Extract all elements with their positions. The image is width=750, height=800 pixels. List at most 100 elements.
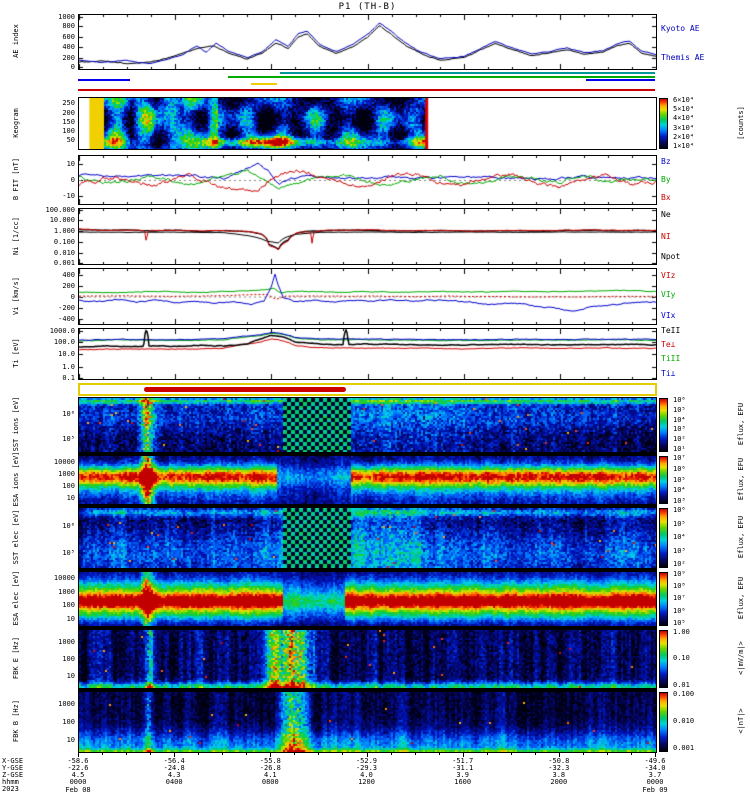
panel-esa_e-colorbar-tick: 10⁹ <box>673 570 686 579</box>
legend-kyoto-ae: Kyoto AE <box>661 23 700 33</box>
ephemeris-value-date: Feb 08 <box>65 786 91 794</box>
panel-sst_i <box>78 397 657 453</box>
plot-title: P1 (TH-B) <box>338 2 397 12</box>
panel-sst_i-colorbar-tick: 10⁶ <box>673 396 686 405</box>
panel-fbk_e-colorbar <box>659 630 668 688</box>
panel-ti <box>78 328 657 380</box>
legend-tiii: TiII <box>661 354 681 363</box>
panel-ae-ytick: 1000 <box>58 12 75 21</box>
panel-ni-ytick: 0.100 <box>53 238 75 246</box>
panel-sst_i-canvas <box>79 398 656 452</box>
panel-sst_e-colorbar-tick: 10⁵ <box>673 519 686 528</box>
panel-esa_e-colorbar-tick: 10⁵ <box>673 618 686 627</box>
x-axis-tick <box>246 753 248 755</box>
ephemeris-row-label: hhmm <box>2 778 19 786</box>
ephemeris-value-z_gse: 3.9 <box>456 771 469 779</box>
panel-sst_e <box>78 507 657 569</box>
availability-bar <box>78 79 130 81</box>
panel-fbk_e-canvas <box>79 630 656 688</box>
panel-keogram-canvas <box>79 98 656 149</box>
panel-fbk_b <box>78 691 657 753</box>
panel-esa_e-ytick: 10000 <box>53 574 75 583</box>
panel-keogram-colorbar-tick: 5×10⁴ <box>673 105 695 114</box>
ephemeris-value-x_gse: -55.8 <box>259 757 281 765</box>
panel-sst_e-colorbar-tick: 10⁶ <box>673 506 686 515</box>
panel-ti-ytick: 1000.0 <box>49 326 75 335</box>
panel-fbk_b-ytick: 100 <box>62 718 75 726</box>
ephemeris-value-y_gse: -22.6 <box>67 764 89 772</box>
panel-bfit-ytick: 10 <box>66 160 75 169</box>
ephemeris-value-y_gse: -26.8 <box>259 764 281 772</box>
x-axis-tick <box>534 753 536 755</box>
panel-esa_i-colorbar-tick: 10⁶ <box>673 464 686 473</box>
panel-ti-canvas <box>79 329 656 379</box>
panel-fbk_b-colorbar-unit: <|nT|> <box>737 708 745 734</box>
x-axis-tick <box>462 753 464 757</box>
x-axis-tick <box>342 753 344 755</box>
x-axis-tick <box>78 753 79 757</box>
panel-fbk_e-colorbar-tick: 0.10 <box>673 654 690 663</box>
panel-esa_e-colorbar-tick: 10⁷ <box>673 594 686 603</box>
panel-esa_i-colorbar <box>659 456 668 504</box>
panel-fbk_b-colorbar <box>659 692 668 752</box>
panel-fbk_e-colorbar-unit: <|mV/m|> <box>737 641 745 675</box>
ephemeris-value-hhmm: 1600 <box>454 778 472 786</box>
panel-ae-ytick: 200 <box>62 54 75 63</box>
x-axis-tick <box>174 753 176 757</box>
panel-sst_i-colorbar-tick: 10² <box>673 435 686 444</box>
x-axis-tick <box>582 753 584 755</box>
panel-ae-axis-label: AE index <box>12 24 20 58</box>
panel-sst_i-ytick: 10⁶ <box>62 410 75 419</box>
legend-by: By <box>661 175 671 184</box>
panel-sst_i-colorbar-tick: 10⁴ <box>673 415 686 424</box>
panel-keogram-colorbar-tick: 3×10⁴ <box>673 123 695 132</box>
panel-vi <box>78 268 657 325</box>
x-axis-tick <box>486 753 488 755</box>
panel-keogram-ytick: 50 <box>66 135 75 144</box>
legend-bz: Bz <box>661 156 671 166</box>
panel-keogram-colorbar-tick: 6×10⁴ <box>673 96 695 105</box>
panel-keogram-colorbar-tick: 4×10⁴ <box>673 114 695 123</box>
legend-te-: Te⊥ <box>661 340 676 349</box>
availability-bar <box>279 72 655 74</box>
panel-sst_e-colorbar-tick: 10³ <box>673 546 686 555</box>
fast-survey-bar <box>144 387 347 392</box>
panel-vi-ytick: 400 <box>62 270 75 279</box>
panel-esa_i-colorbar-tick: 10⁵ <box>673 475 686 484</box>
x-axis-tick <box>366 753 368 757</box>
ephemeris-value-z_gse: 3.7 <box>648 771 662 779</box>
panel-keogram-ytick: 150 <box>62 117 75 126</box>
panel-esa_e-axis-label: ESA elec [eV] <box>12 570 20 626</box>
panel-ae-ytick: 0 <box>70 63 75 72</box>
panel-vi-ytick: 200 <box>62 281 75 290</box>
panel-fbk_e-colorbar-tick: 0.01 <box>673 680 690 689</box>
x-axis-tick <box>510 753 512 755</box>
panel-keogram-axis-label: Keogram <box>12 107 20 138</box>
panel-keogram-colorbar-unit: [counts] <box>737 105 745 140</box>
ephemeris-value-x_gse: -49.6 <box>644 757 666 765</box>
panel-sst_e-canvas <box>79 508 656 568</box>
panel-esa_e-canvas <box>79 572 656 626</box>
panel-ni <box>78 208 657 265</box>
availability-bar <box>585 79 655 81</box>
panel-sst_i-ytick: 10⁵ <box>62 434 75 443</box>
legend-ti-: Ti⊥ <box>661 369 676 378</box>
panel-ni-ytick: 0.010 <box>53 249 75 257</box>
panel-esa_i <box>78 455 657 505</box>
ephemeris-value-z_gse: 4.0 <box>360 771 373 779</box>
panel-fbk_b-ytick: 1000 <box>58 700 75 708</box>
panel-bfit-ytick: 0 <box>70 176 75 184</box>
x-axis-tick <box>606 753 608 755</box>
ephemeris-value-hhmm: 2000 <box>550 778 568 786</box>
legend-themis-ae: Themis AE <box>661 53 705 63</box>
panel-esa_i-colorbar-tick: 10⁴ <box>673 486 686 495</box>
panel-fbk_e <box>78 629 657 689</box>
panel-fbk_e-axis-label: FBK E [Hz] <box>12 636 20 680</box>
ephemeris-value-x_gse: -52.9 <box>355 757 378 765</box>
panel-bfit <box>78 155 657 205</box>
x-axis-tick <box>414 753 416 755</box>
ephemeris-value-x_gse: -51.7 <box>452 757 474 765</box>
panel-vi-ytick: -200 <box>58 303 75 312</box>
panel-esa_e-colorbar-tick: 10⁸ <box>673 582 686 591</box>
panel-esa_e <box>78 571 657 627</box>
